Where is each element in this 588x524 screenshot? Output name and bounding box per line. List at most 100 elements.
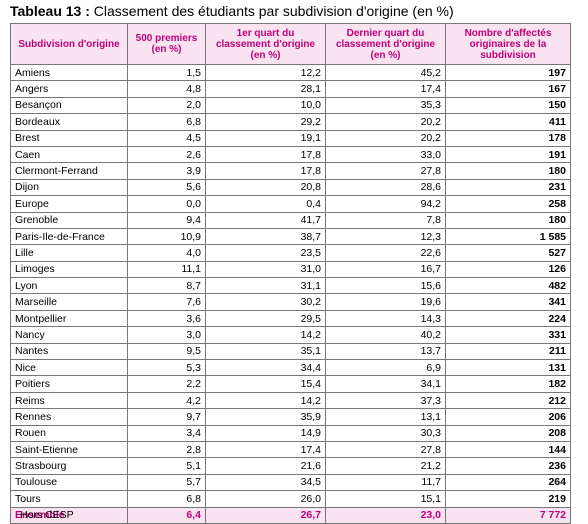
cell: 167 (445, 80, 571, 98)
row-label: Lyon (10, 277, 128, 295)
column-header: 500 premiers (en %) (127, 23, 206, 65)
cell: 206 (445, 408, 571, 426)
column-header: Nombre d'affectés originaires de la subd… (445, 23, 571, 65)
cell: 191 (445, 145, 571, 164)
cell: 1,5 (127, 63, 206, 82)
cell: 15,4 (205, 375, 326, 393)
table-row: Brest 4,5 19,1 20,2 178 (10, 129, 571, 147)
row-label: Marseille (10, 293, 128, 311)
row-label: Nantes (10, 342, 128, 361)
row-label: Rouen (10, 424, 128, 442)
cell: 3,9 (127, 162, 206, 180)
cell: 21,6 (205, 457, 326, 475)
row-label: Angers (10, 80, 128, 98)
cell: 45,2 (325, 63, 446, 82)
cell: 5,6 (127, 178, 206, 197)
table: Subdivision d'origine 500 premiers (en %)… (10, 23, 571, 524)
cell: 4,0 (127, 244, 206, 262)
title-label: Tableau 13 : (10, 3, 90, 19)
cell: 1 585 (445, 227, 571, 246)
title: Tableau 13 : Classement des étudiants pa… (10, 3, 454, 19)
cell: 11,1 (127, 260, 206, 279)
title-text: Classement des étudiants par subdivision… (93, 3, 454, 19)
table-row: Poitiers 2,2 15,4 34,1 182 (10, 375, 571, 393)
cell: 178 (445, 129, 571, 147)
cell: 6,9 (325, 359, 446, 377)
row-label: Ensemble (10, 506, 128, 524)
cell: 12,3 (325, 227, 446, 246)
table-row: Angers 4,8 28,1 17,4 167 (10, 80, 571, 98)
cell: 482 (445, 277, 571, 295)
cell: 34,5 (205, 473, 326, 492)
row-label: Saint-Etienne (10, 440, 128, 459)
cell: 150 (445, 96, 571, 115)
cell: 211 (445, 342, 571, 361)
cell: 5,7 (127, 473, 206, 492)
cell: 212 (445, 391, 571, 410)
row-label: Toulouse (10, 473, 128, 492)
cell: 208 (445, 424, 571, 442)
row-label: Europe (10, 195, 128, 213)
cell: 35,3 (325, 96, 446, 115)
table-row: Lille 4,0 23,5 22,6 527 (10, 244, 571, 262)
row-label: Nice (10, 359, 128, 377)
row-label: Grenoble (10, 211, 128, 229)
table-row: Montpellier 3,6 29,5 14,3 224 (10, 309, 571, 328)
cell: 16,7 (325, 260, 446, 279)
table-row: Tours 6,8 26,0 15,1 219 (10, 490, 571, 508)
cell: 219 (445, 490, 571, 508)
row-label: Nancy (10, 326, 128, 344)
cell: 4,5 (127, 129, 206, 147)
cell: 144 (445, 440, 571, 459)
cell: 35,1 (205, 342, 326, 361)
table-row: Strasbourg 5,1 21,6 21,2 236 (10, 457, 571, 475)
cell: 94,2 (325, 195, 446, 213)
header-row: Subdivision d'origine 500 premiers (en %)… (10, 23, 571, 65)
cell: 15,6 (325, 277, 446, 295)
cell: 6,8 (127, 490, 206, 508)
table-row: Nantes 9,5 35,1 13,7 211 (10, 342, 571, 361)
column-header: Subdivision d'origine (10, 23, 128, 65)
table-row: Besançon 2,0 10,0 35,3 150 (10, 96, 571, 115)
cell: 9,5 (127, 342, 206, 361)
row-label: Clermont-Ferrand (10, 162, 128, 180)
cell: 3,4 (127, 424, 206, 442)
row-label: Brest (10, 129, 128, 147)
cell: 3,0 (127, 326, 206, 344)
column-header: 1er quart du classement d'origine (en %) (205, 23, 326, 65)
table-row: Grenoble 9,4 41,7 7,8 180 (10, 211, 571, 229)
cell: 5,3 (127, 359, 206, 377)
cell: 180 (445, 211, 571, 229)
table-row: Bordeaux 6,8 29,2 20,2 411 (10, 113, 571, 131)
cell: 2,8 (127, 440, 206, 459)
row-label: Poitiers (10, 375, 128, 393)
cell: 17,4 (325, 80, 446, 98)
cell: 197 (445, 63, 571, 82)
total-row: Ensemble 6,4 26,7 23,0 7 772 (10, 506, 571, 524)
row-label: Caen (10, 145, 128, 164)
cell: 41,7 (205, 211, 326, 229)
cell: 7,8 (325, 211, 446, 229)
cell: 17,4 (205, 440, 326, 459)
cell: 224 (445, 309, 571, 328)
cell: 29,2 (205, 113, 326, 131)
cell: 21,2 (325, 457, 446, 475)
note: Hors CESP (20, 509, 74, 521)
table-row: Marseille 7,6 30,2 19,6 341 (10, 293, 571, 311)
table-row: Clermont-Ferrand 3,9 17,8 27,8 180 (10, 162, 571, 180)
table-row: Reims 4,2 14,2 37,3 212 (10, 391, 571, 410)
cell: 8,7 (127, 277, 206, 295)
cell: 27,8 (325, 440, 446, 459)
row-label: Bordeaux (10, 113, 128, 131)
table-row: Lyon 8,7 31,1 15,6 482 (10, 277, 571, 295)
cell: 264 (445, 473, 571, 492)
row-label: Dijon (10, 178, 128, 197)
cell: 0,0 (127, 195, 206, 213)
table-row: Nancy 3,0 14,2 40,2 331 (10, 326, 571, 344)
cell: 20,2 (325, 129, 446, 147)
cell: 23,0 (325, 506, 446, 524)
cell: 126 (445, 260, 571, 279)
cell: 182 (445, 375, 571, 393)
cell: 9,4 (127, 211, 206, 229)
cell: 37,3 (325, 391, 446, 410)
